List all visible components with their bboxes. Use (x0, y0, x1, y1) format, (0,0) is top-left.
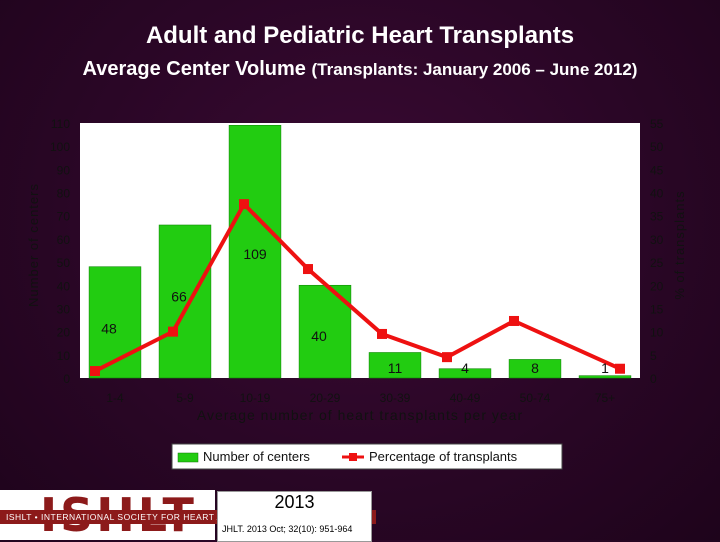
chart-title: Adult and Pediatric Heart Transplants (145, 22, 575, 49)
y-tick-label: 110 (51, 117, 70, 131)
y2-tick-label: 55 (650, 117, 664, 131)
line-point (303, 264, 313, 275)
y-tick-label: 80 (57, 187, 71, 201)
bar-value-label: 8 (531, 360, 539, 376)
y-tick-label: 20 (57, 326, 71, 340)
y2-tick-label: 0 (650, 372, 657, 386)
bar-value-label: 11 (388, 360, 403, 376)
x-tick-label: 10-19 (240, 391, 271, 405)
bar (228, 125, 282, 379)
y2-tick-label: 25 (650, 256, 664, 270)
bar-value-label: 109 (243, 246, 267, 262)
y-tick-label: 0 (63, 372, 70, 386)
y2-axis-label: % of transplants (672, 190, 687, 299)
bar (508, 359, 562, 379)
legend-entry-percentage: Percentage of transplants (369, 449, 518, 464)
bar-value-label: 40 (311, 328, 327, 344)
subtitle-period: (Transplants: January 2006 – June 2012) (311, 60, 638, 79)
y2-tick-label: 50 (650, 140, 664, 154)
bar (438, 368, 492, 379)
line-point (615, 363, 625, 374)
bar-value-label: 4 (461, 360, 469, 376)
bar (578, 375, 632, 379)
citation-box: 2013 JHLT. 2013 Oct; 32(10): 951-964 (217, 491, 372, 542)
line-point (168, 326, 178, 337)
x-tick-label: 5-9 (176, 391, 194, 405)
line-point (509, 315, 519, 326)
y2-tick-label: 45 (650, 163, 664, 177)
bar (368, 352, 422, 379)
y-tick-label: 70 (57, 210, 71, 224)
line-point (239, 199, 249, 210)
y-axis-label: Number of centers (26, 183, 41, 307)
y-tick-label: 50 (57, 256, 71, 270)
bar (158, 224, 212, 379)
subtitle-main: Average Center Volume (82, 58, 306, 80)
x-tick-label: 20-29 (310, 391, 341, 405)
bar-value-label: 66 (171, 289, 187, 305)
citation-reference: JHLT. 2013 Oct; 32(10): 951-964 (222, 524, 353, 534)
y2-tick-label: 20 (650, 279, 664, 293)
line-point (377, 328, 387, 339)
chart-subtitle: Average Center Volume (Transplants: Janu… (0, 58, 720, 81)
x-tick-label: 30-39 (380, 391, 411, 405)
legend-line-marker (349, 453, 357, 461)
y-tick-label: 10 (57, 349, 71, 363)
y2-tick-label: 30 (650, 233, 664, 247)
y-tick-label: 90 (57, 163, 71, 177)
x-tick-label: 50-74 (520, 391, 551, 405)
y2-tick-label: 15 (650, 302, 664, 316)
series-line-percentage (94, 200, 621, 373)
x-axis-label: Average number of heart transplants per … (197, 407, 523, 423)
y2-tick-label: 5 (650, 349, 657, 363)
legend: Number of centers Percentage of transpla… (171, 443, 563, 470)
line-point (442, 352, 452, 363)
bar-value-label: 1 (601, 360, 609, 376)
y2-tick-label: 40 (650, 187, 664, 201)
legend-bar-swatch (177, 452, 199, 463)
y-tick-label: 60 (57, 233, 71, 247)
citation-year: 2013 (274, 492, 315, 512)
y2-tick-label: 10 (650, 326, 664, 340)
line-point (90, 366, 100, 377)
bar-value-label: 48 (101, 320, 117, 336)
y2-tick-label: 35 (650, 210, 664, 224)
y-tick-label: 100 (50, 140, 70, 154)
y-tick-label: 40 (57, 279, 71, 293)
x-tick-label: 75+ (595, 391, 615, 405)
y-tick-label: 30 (57, 302, 71, 316)
x-tick-label: 40-49 (450, 391, 481, 405)
x-tick-label: 1-4 (106, 391, 124, 405)
legend-entry-centers: Number of centers (203, 449, 310, 464)
